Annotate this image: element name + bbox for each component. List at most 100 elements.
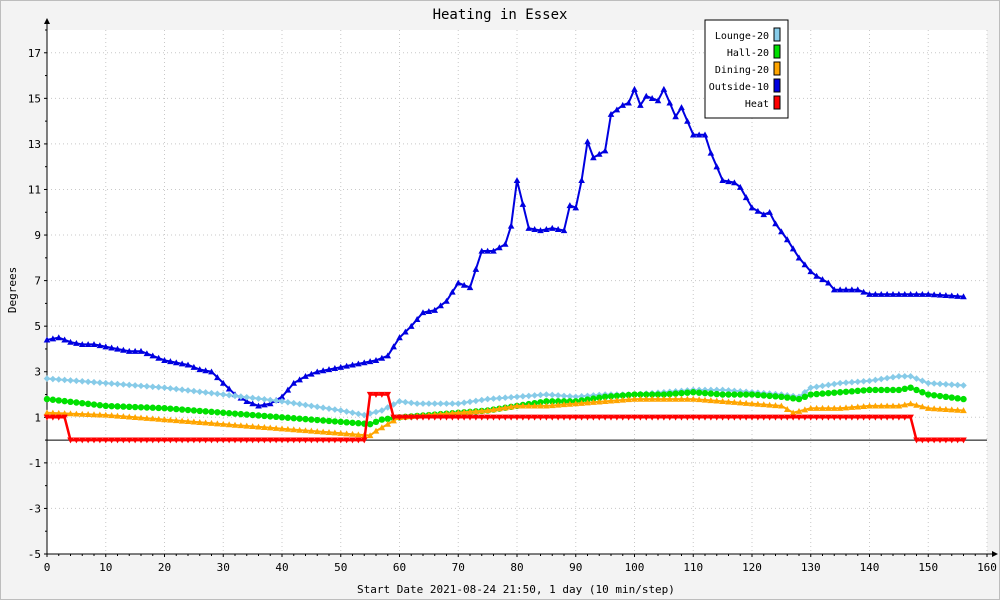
point-dining-20 (930, 405, 938, 412)
point-heat (554, 414, 562, 421)
point-dining-20 (296, 426, 303, 433)
point-outside-10 (866, 290, 873, 297)
point-outside-10 (619, 101, 627, 108)
point-outside-10 (848, 286, 856, 293)
point-heat (778, 414, 785, 421)
point-hall-20 (102, 402, 109, 410)
point-dining-20 (208, 419, 215, 426)
point-hall-20 (919, 389, 926, 396)
point-outside-10 (560, 227, 568, 234)
point-hall-20 (784, 394, 791, 401)
x-tick-label: 0 (44, 561, 51, 574)
point-lounge-20 (443, 400, 450, 407)
point-dining-20 (90, 411, 98, 418)
point-lounge-20 (936, 380, 944, 388)
point-dining-20 (907, 400, 914, 407)
point-hall-20 (942, 393, 950, 400)
point-outside-10 (419, 309, 427, 316)
point-hall-20 (778, 393, 785, 400)
point-lounge-20 (325, 405, 333, 412)
point-heat (748, 414, 756, 421)
point-outside-10 (501, 240, 509, 247)
point-dining-20 (125, 413, 133, 420)
point-hall-20 (643, 391, 650, 398)
point-lounge-20 (531, 392, 538, 399)
point-hall-20 (760, 392, 767, 399)
axes: 0 10 20 30 40 50 60 70 80 90 100 110 120 130 140 150 160… (28, 18, 998, 574)
point-outside-10 (225, 385, 233, 392)
point-dining-20 (261, 424, 268, 430)
point-outside-10 (783, 236, 791, 243)
x-tick-label: 70 (452, 561, 465, 574)
point-hall-20 (831, 389, 838, 396)
point-outside-10 (366, 358, 374, 365)
point-dining-20 (860, 403, 867, 410)
point-heat (90, 437, 98, 444)
x-tick-label: 120 (742, 561, 762, 574)
point-lounge-20 (895, 372, 903, 380)
point-dining-20 (78, 410, 86, 417)
point-dining-20 (249, 423, 256, 430)
point-heat (719, 414, 726, 421)
point-dining-20 (190, 418, 198, 425)
point-outside-10 (478, 247, 486, 254)
point-heat (772, 414, 779, 421)
point-outside-10 (578, 177, 585, 184)
point-heat (137, 437, 145, 444)
point-lounge-20 (172, 385, 180, 393)
point-dining-20 (789, 409, 797, 416)
point-outside-10 (830, 286, 838, 293)
point-outside-10 (61, 336, 68, 343)
point-outside-10 (519, 200, 527, 207)
point-dining-20 (372, 427, 380, 434)
point-lounge-20 (349, 409, 356, 417)
point-lounge-20 (202, 389, 209, 396)
point-outside-10 (813, 272, 820, 279)
point-lounge-20 (196, 388, 204, 396)
point-outside-10 (360, 359, 368, 366)
point-lounge-20 (877, 375, 885, 383)
point-heat (519, 414, 527, 421)
point-hall-20 (637, 391, 644, 398)
point-hall-20 (719, 391, 726, 398)
point-hall-20 (613, 392, 621, 400)
point-hall-20 (143, 404, 151, 411)
point-hall-20 (249, 411, 256, 419)
point-outside-10 (114, 345, 121, 352)
series-outside-10 (43, 85, 967, 409)
legend-label-hall-20: Hall-20 (727, 48, 769, 59)
point-heat (290, 437, 298, 444)
point-outside-10 (284, 386, 292, 393)
point-outside-10 (184, 361, 192, 368)
point-heat (261, 437, 268, 444)
point-outside-10 (355, 360, 362, 367)
point-heat (337, 437, 345, 444)
point-hall-20 (114, 403, 121, 410)
point-dining-20 (601, 398, 609, 404)
point-heat (208, 437, 215, 444)
point-lounge-20 (836, 379, 844, 387)
point-lounge-20 (143, 383, 151, 390)
point-hall-20 (690, 389, 697, 396)
point-dining-20 (754, 400, 762, 407)
point-outside-10 (901, 290, 909, 297)
y-axis-arrow-icon (44, 18, 50, 24)
point-lounge-20 (883, 374, 891, 382)
point-dining-20 (325, 429, 333, 435)
point-heat (231, 437, 239, 444)
point-dining-20 (548, 402, 556, 409)
point-hall-20 (537, 399, 544, 406)
point-lounge-20 (472, 397, 480, 405)
x-tick-label: 40 (275, 561, 288, 574)
point-lounge-20 (78, 378, 86, 385)
point-heat (877, 414, 885, 421)
point-heat (901, 414, 909, 421)
point-hall-20 (161, 404, 168, 412)
point-heat (560, 414, 568, 421)
point-outside-10 (595, 150, 603, 157)
point-outside-10 (302, 372, 309, 379)
x-tick-label: 150 (918, 561, 938, 574)
point-heat (537, 414, 544, 421)
x-tick-label: 130 (801, 561, 821, 574)
point-heat (454, 414, 462, 421)
